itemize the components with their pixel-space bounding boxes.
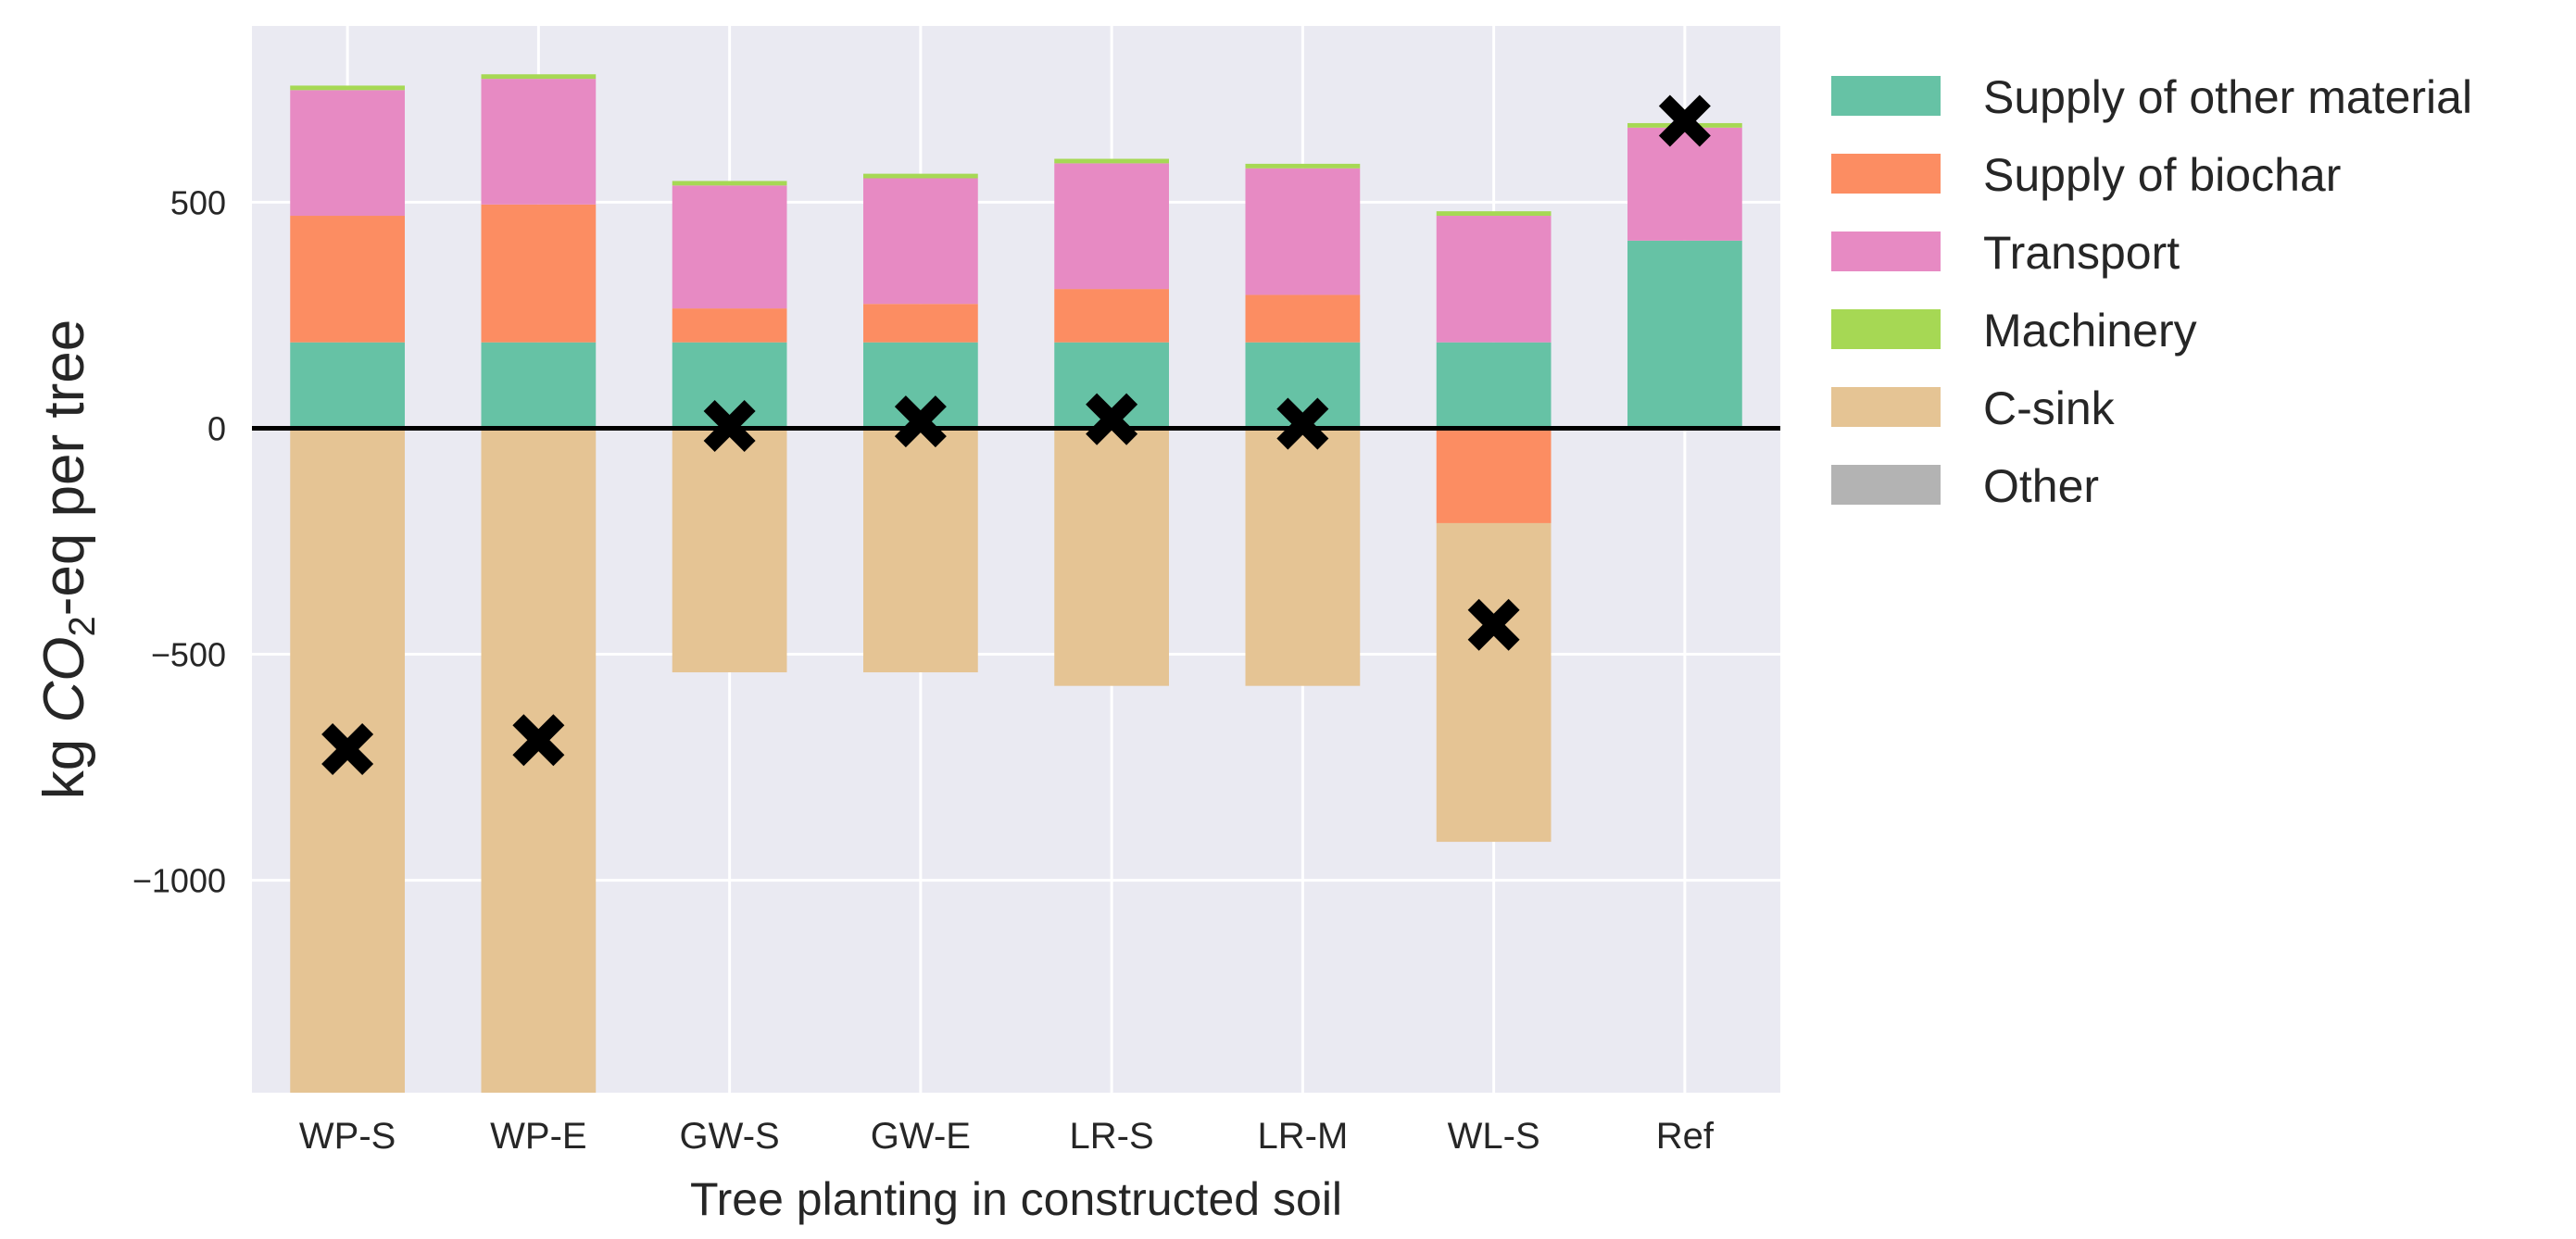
x-tick-labels: WP-S WP-E GW-S GW-E LR-S LR-M WL-S Ref — [299, 1116, 1715, 1157]
legend-swatch — [1831, 76, 1941, 116]
net-markers — [321, 94, 1711, 776]
x-tick-label: WL-S — [1448, 1116, 1540, 1157]
bar-machinery — [863, 173, 978, 179]
bar-transport — [481, 79, 597, 205]
bar-machinery — [1436, 211, 1552, 217]
net-marker — [1658, 94, 1711, 147]
x-tick-label: Ref — [1656, 1116, 1715, 1157]
bar-transport — [863, 178, 978, 305]
bar-machinery — [481, 74, 597, 80]
bar-machinery — [672, 181, 787, 186]
x-tick-label: WP-E — [490, 1116, 586, 1157]
net-marker — [321, 723, 374, 776]
y-axis-title-formula: CO — [32, 637, 96, 723]
bar-c-sink — [863, 428, 978, 673]
bar-supply-of-biochar — [481, 204, 597, 343]
bar-transport — [290, 90, 405, 217]
bar-machinery — [290, 85, 405, 91]
net-marker — [703, 399, 756, 453]
y-tick-label: −1000 — [132, 862, 226, 900]
x-tick-label: WP-S — [299, 1116, 396, 1157]
bar-c-sink — [1436, 522, 1552, 843]
bar-transport — [1627, 127, 1742, 241]
bar-c-sink — [672, 428, 787, 673]
bar-transport — [1436, 216, 1552, 343]
y-tick-labels: 500 0 −500 −1000 — [132, 183, 226, 899]
legend-swatch — [1831, 232, 1941, 271]
x-axis-title: Tree planting in constructed soil — [690, 1173, 1342, 1225]
bar-machinery — [1054, 158, 1169, 164]
x-tick-label: LR-M — [1257, 1116, 1348, 1157]
bar-supply-of-other-material — [1436, 342, 1552, 429]
bar-supply-of-other-material — [1627, 240, 1742, 429]
x-tick-label: GW-E — [871, 1116, 971, 1157]
legend-label: Transport — [1983, 227, 2180, 279]
net-marker — [1276, 397, 1329, 450]
legend-label: Other — [1983, 460, 2099, 512]
bar-c-sink — [481, 428, 597, 1093]
bar-c-sink — [1245, 428, 1361, 686]
net-marker — [512, 714, 565, 767]
net-marker — [1086, 393, 1138, 445]
y-tick-label: 500 — [170, 183, 226, 221]
net-marker — [1467, 598, 1520, 651]
bar-machinery — [1245, 163, 1361, 169]
y-tick-label: −500 — [151, 636, 226, 674]
bar-supply-of-biochar — [1054, 289, 1169, 343]
legend: Supply of other material Supply of biocha… — [1831, 71, 2472, 512]
x-tick-label: LR-S — [1070, 1116, 1154, 1157]
legend-swatch — [1831, 154, 1941, 194]
legend-label: Supply of biochar — [1983, 149, 2341, 201]
bar-supply-of-biochar — [1245, 294, 1361, 343]
y-axis-title-pre: kg — [32, 723, 96, 800]
y-axis-title: kg CO2-eq per tree — [32, 319, 103, 799]
bar-c-sink — [290, 428, 405, 1093]
legend-label: Supply of other material — [1983, 71, 2472, 123]
legend-label: Machinery — [1983, 305, 2197, 357]
legend-swatch — [1831, 387, 1941, 427]
legend-swatch — [1831, 465, 1941, 505]
bar-supply-of-biochar — [672, 308, 787, 343]
bars — [290, 74, 1742, 1093]
bar-supply-of-other-material — [481, 342, 597, 429]
bar-transport — [672, 185, 787, 309]
legend-label: C-sink — [1983, 382, 2116, 434]
net-marker — [894, 395, 947, 448]
bar-supply-of-biochar — [863, 304, 978, 343]
bar-supply-of-other-material — [290, 342, 405, 429]
y-axis-title-post: -eq per tree — [32, 319, 96, 617]
bar-supply-of-other-material — [672, 342, 787, 429]
legend-swatch — [1831, 309, 1941, 349]
bar-supply-of-biochar — [290, 216, 405, 343]
y-tick-label: 0 — [207, 409, 226, 447]
x-tick-label: GW-S — [680, 1116, 780, 1157]
bar-c-sink — [1054, 428, 1169, 686]
bar-supply-of-biochar — [1436, 428, 1552, 523]
bar-transport — [1054, 163, 1169, 290]
bar-transport — [1245, 168, 1361, 295]
y-axis-title-subscript: 2 — [62, 616, 103, 636]
